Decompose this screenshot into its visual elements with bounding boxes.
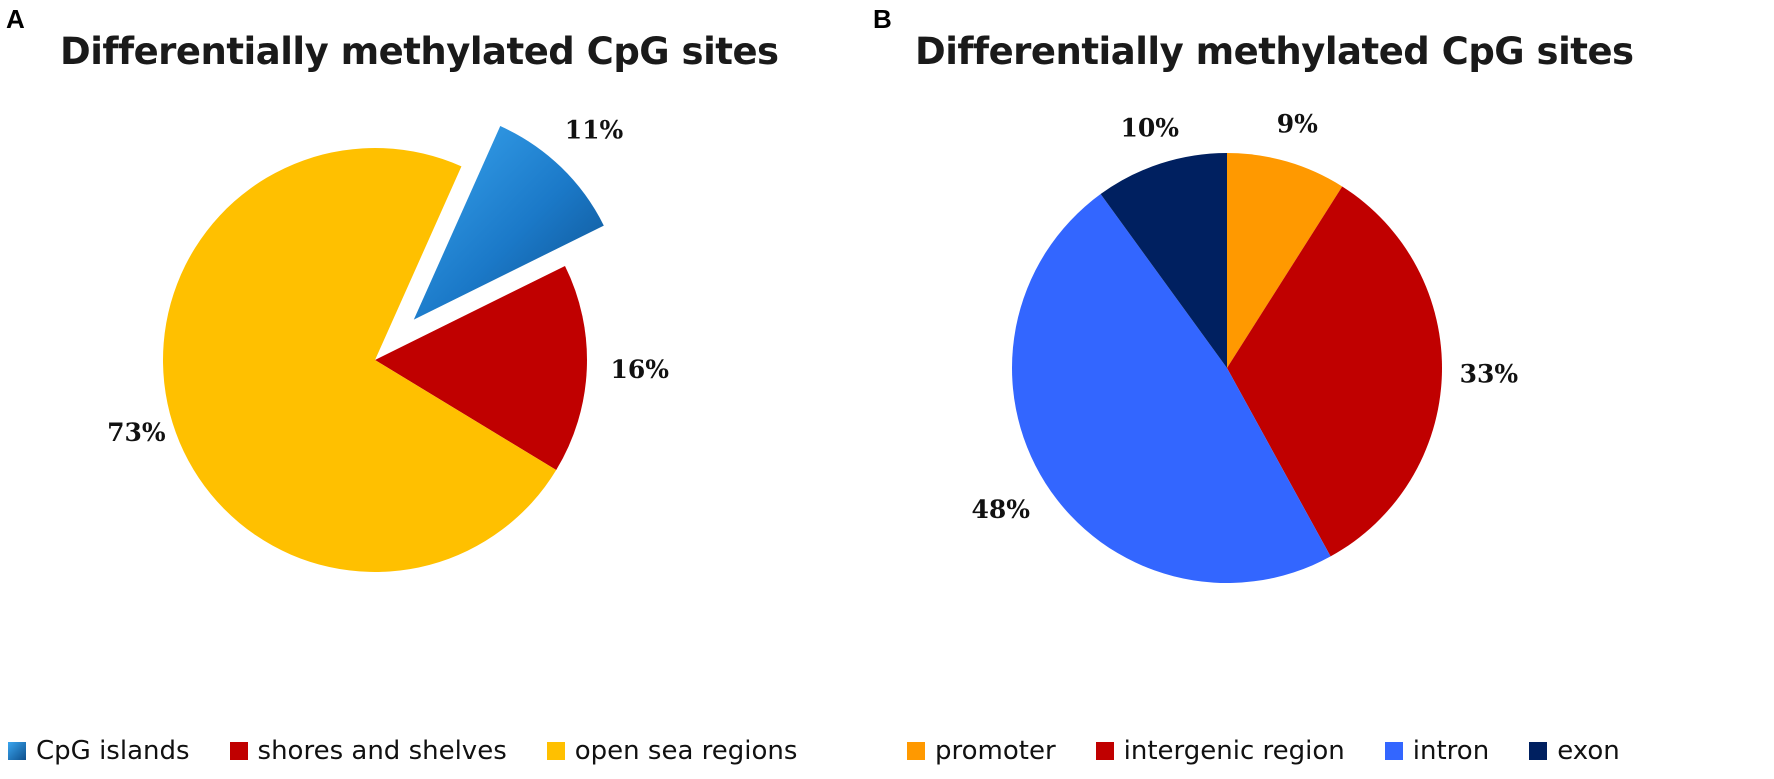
data-label-intergenic-region: 33% bbox=[1460, 360, 1519, 389]
data-label-promoter: 9% bbox=[1277, 110, 1318, 139]
legend-b: promoter intergenic region intron exon bbox=[907, 736, 1620, 766]
pie-slice-intron bbox=[1011, 194, 1331, 584]
chart-panel-b: B Differentially methylated CpG sites 9%… bbox=[873, 0, 1774, 779]
chart-panel-a: A Differentially methylated CpG sites 11… bbox=[6, 4, 797, 766]
pie-slice-open-sea-regions bbox=[163, 148, 557, 573]
legend-swatch bbox=[229, 742, 248, 760]
pie-slice-cpg-islands bbox=[413, 126, 604, 320]
pie-chart-b: 9% 33% 48% 10% bbox=[971, 110, 1519, 584]
pie-chart-a: 11% 16% 73% bbox=[107, 116, 669, 573]
data-label-intron: 48% bbox=[971, 495, 1030, 524]
legend-label: intergenic region bbox=[1123, 736, 1345, 766]
legend-item-intergenic-region: intergenic region bbox=[1095, 736, 1345, 766]
legend-item-promoter: promoter bbox=[907, 736, 1056, 766]
panel-letter-b: B bbox=[873, 4, 892, 34]
legend-swatch bbox=[546, 742, 565, 760]
legend-swatch bbox=[1095, 742, 1114, 760]
chart-title-a: Differentially methylated CpG sites bbox=[60, 30, 779, 73]
pie-slice-promoter bbox=[1227, 153, 1343, 368]
legend-swatch bbox=[1384, 742, 1403, 760]
legend-item-shores-and-shelves: shores and shelves bbox=[229, 736, 507, 766]
legend-label: intron bbox=[1412, 736, 1490, 766]
legend-label: shores and shelves bbox=[257, 736, 507, 766]
legend-item-exon: exon bbox=[1529, 736, 1620, 766]
legend-swatch bbox=[907, 742, 925, 760]
legend-label: exon bbox=[1557, 736, 1620, 766]
legend-label: open sea regions bbox=[574, 736, 798, 766]
pie-slice-shores-and-shelves bbox=[375, 265, 587, 471]
legend-a: CpG islands shores and shelves open sea re… bbox=[8, 736, 797, 766]
data-label-exon: 10% bbox=[1120, 114, 1179, 143]
legend-swatch bbox=[1529, 742, 1548, 760]
data-label-cpg-islands: 11% bbox=[565, 116, 624, 145]
legend-item-open-sea-regions: open sea regions bbox=[546, 736, 798, 766]
chart-title-b: Differentially methylated CpG sites bbox=[915, 30, 1634, 73]
legend-item-cpg-islands: CpG islands bbox=[8, 736, 190, 766]
data-label-shores-and-shelves: 16% bbox=[610, 355, 669, 384]
legend-label: promoter bbox=[935, 736, 1056, 766]
data-label-open-sea-regions: 73% bbox=[107, 418, 166, 447]
pie-slice-intergenic-region bbox=[1227, 186, 1442, 557]
legend-item-intron: intron bbox=[1384, 736, 1490, 766]
pie-slice-exon bbox=[1100, 153, 1227, 368]
legend-swatch bbox=[8, 742, 26, 760]
panel-letter-a: A bbox=[6, 4, 25, 34]
legend-label: CpG islands bbox=[36, 736, 190, 766]
